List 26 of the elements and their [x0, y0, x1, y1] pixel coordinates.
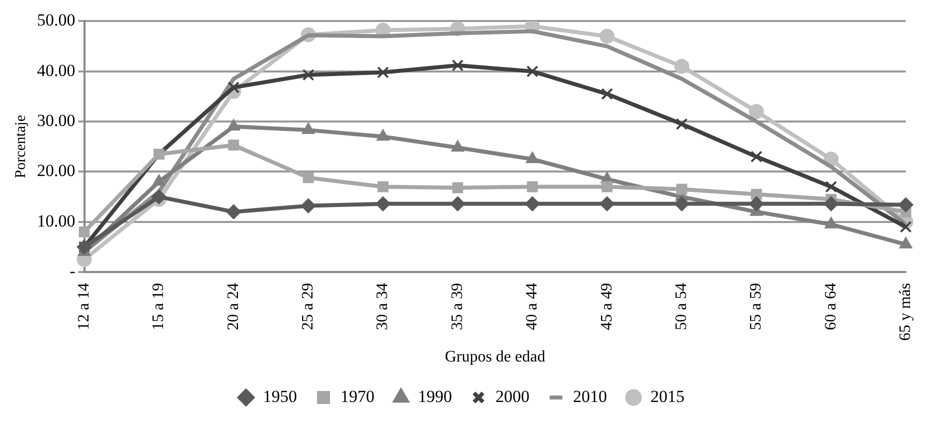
- x-tick-label: 35 a 39: [448, 283, 466, 330]
- x-tick-label: 40 a 44: [524, 283, 541, 330]
- legend-label: 1950: [263, 386, 297, 406]
- x-tick-label: 60 a 64: [822, 283, 840, 330]
- x-tick-label: 15 a 19: [150, 283, 168, 330]
- x-tick-label: 65 y más: [897, 283, 914, 341]
- legend-label: 2010: [573, 386, 607, 406]
- legend-label: 2000: [496, 386, 530, 406]
- y-tick-label: 30.00: [37, 111, 76, 130]
- x-tick-label: 55 a 59: [748, 283, 765, 330]
- legend-label: 1970: [340, 386, 374, 406]
- y-tick-label: 10.00: [37, 211, 76, 230]
- y-tick-label: 40.00: [37, 60, 76, 80]
- x-tick-label: 45 a 49: [598, 283, 616, 330]
- y-tick-label: 20.00: [37, 161, 76, 180]
- x-tick-label: 50 a 54: [672, 283, 690, 330]
- x-tick-label: 12 a 14: [75, 283, 92, 330]
- y-axis-title: Porcentaje: [12, 114, 29, 178]
- y-tick-label: 50.00: [37, 10, 76, 30]
- x-tick-label: 20 a 24: [224, 283, 242, 330]
- x-tick-label: 30 a 34: [374, 283, 392, 330]
- x-tick-label: 25 a 29: [300, 283, 317, 330]
- x-axis-title: Grupos de edad: [444, 348, 546, 366]
- y-tick-label: -: [70, 261, 76, 280]
- legend-label: 1990: [418, 386, 452, 406]
- legend-label: 2015: [650, 386, 684, 406]
